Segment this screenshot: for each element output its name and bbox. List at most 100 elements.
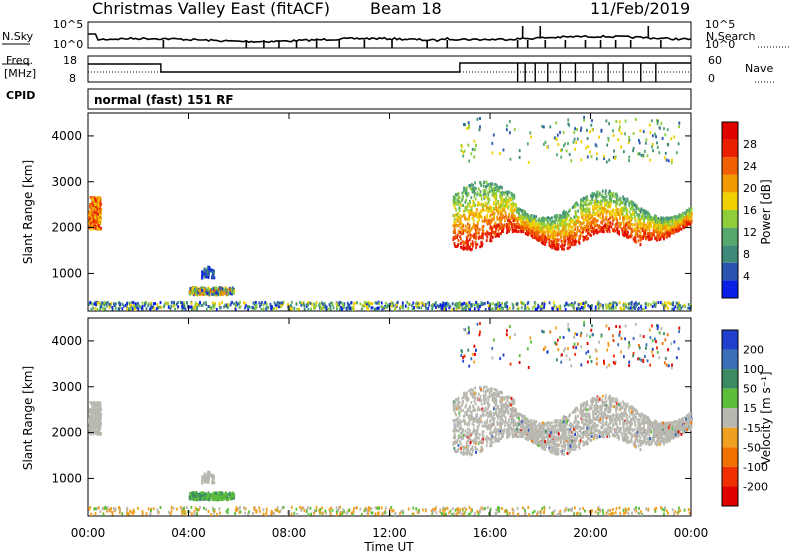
power-cell	[413, 306, 415, 309]
power-cell	[664, 156, 666, 159]
power-cell	[90, 308, 92, 311]
power-cell	[620, 199, 622, 202]
power-cell	[474, 233, 476, 236]
power-cell	[577, 226, 579, 229]
power-cell	[635, 301, 637, 304]
power-cell	[153, 302, 155, 305]
power-cell	[136, 304, 138, 307]
power-cell	[668, 159, 670, 162]
power-cell	[457, 199, 459, 202]
power-cell	[473, 223, 475, 226]
power-cell	[279, 302, 281, 305]
power-cell	[678, 304, 680, 307]
velocity-cell	[95, 403, 97, 406]
power-cell	[664, 227, 666, 230]
power-cell	[474, 236, 476, 239]
velocity-cell	[194, 510, 196, 513]
power-cell	[686, 209, 688, 212]
power-cell	[645, 229, 647, 232]
power-cell	[499, 186, 501, 189]
power-cell	[313, 303, 315, 306]
power-cell	[470, 187, 472, 190]
velocity-cell	[393, 509, 395, 512]
power-cell	[201, 276, 203, 279]
velocity-cell	[347, 511, 349, 514]
power-cell	[353, 305, 355, 308]
power-cell	[641, 308, 643, 311]
power-cell	[491, 189, 493, 192]
power-cell	[671, 161, 673, 164]
velocity-cell	[263, 513, 265, 516]
power-cell	[651, 119, 653, 122]
power-cell	[564, 240, 566, 243]
power-cell	[465, 306, 467, 309]
power-cell	[468, 121, 470, 124]
power-cell	[243, 301, 245, 304]
power-cell	[478, 232, 480, 235]
velocity-cell	[482, 508, 484, 511]
power-cell	[624, 234, 626, 237]
power-cell	[468, 218, 470, 221]
velocity-cell	[602, 512, 604, 515]
power-cell	[499, 209, 501, 212]
power-cell	[615, 204, 617, 207]
y-tick-label: 4000	[51, 129, 82, 143]
power-cell	[654, 236, 656, 239]
power-cell	[465, 225, 467, 228]
power-cell	[573, 303, 575, 306]
power-cell	[608, 122, 610, 125]
velocity-cell	[459, 508, 461, 511]
power-cell	[663, 217, 665, 220]
power-cell	[667, 301, 669, 304]
power-cell	[587, 304, 589, 307]
power-cell	[560, 230, 562, 233]
power-cell	[645, 142, 647, 145]
power-cell	[97, 213, 99, 216]
power-cell	[481, 198, 483, 201]
power-cell	[473, 219, 475, 222]
power-cell	[662, 137, 664, 140]
power-cell	[521, 306, 523, 309]
power-cell	[532, 232, 534, 235]
power-cell	[667, 143, 669, 146]
power-cell	[492, 236, 494, 239]
power-cell	[236, 301, 238, 304]
freq-series	[88, 63, 691, 72]
power-cell	[207, 288, 209, 291]
power-cell	[516, 210, 518, 213]
power-cell	[601, 195, 603, 198]
power-cell	[557, 239, 559, 242]
power-cell	[469, 205, 471, 208]
velocity-cell	[607, 509, 609, 512]
power-cell	[493, 231, 495, 234]
power-cell	[608, 159, 610, 162]
power-cell	[626, 200, 628, 203]
velocity-cell	[551, 512, 553, 515]
power-cell	[657, 120, 659, 123]
power-cell	[626, 212, 628, 215]
power-cell	[477, 118, 479, 121]
power-cell	[235, 308, 237, 311]
power-cell	[100, 196, 102, 199]
power-cell	[519, 149, 521, 152]
power-cell	[604, 208, 606, 211]
power-cell	[582, 302, 584, 305]
velocity-cell	[609, 513, 611, 516]
power-cell	[462, 240, 464, 243]
power-cell	[480, 190, 482, 193]
power-cell	[586, 207, 588, 210]
power-cell	[201, 289, 203, 292]
power-cell	[671, 159, 673, 162]
power-cell	[195, 290, 197, 293]
power-cell	[493, 192, 495, 195]
velocity-cell	[371, 511, 373, 514]
power-cell	[506, 124, 508, 127]
power-cell	[631, 301, 633, 304]
power-cell	[527, 306, 529, 309]
power-cell	[518, 212, 520, 215]
power-cell	[475, 241, 477, 244]
velocity-cell	[280, 510, 282, 513]
velocity-cell	[157, 511, 159, 514]
velocity-cell	[602, 509, 604, 512]
power-cell	[494, 234, 496, 237]
